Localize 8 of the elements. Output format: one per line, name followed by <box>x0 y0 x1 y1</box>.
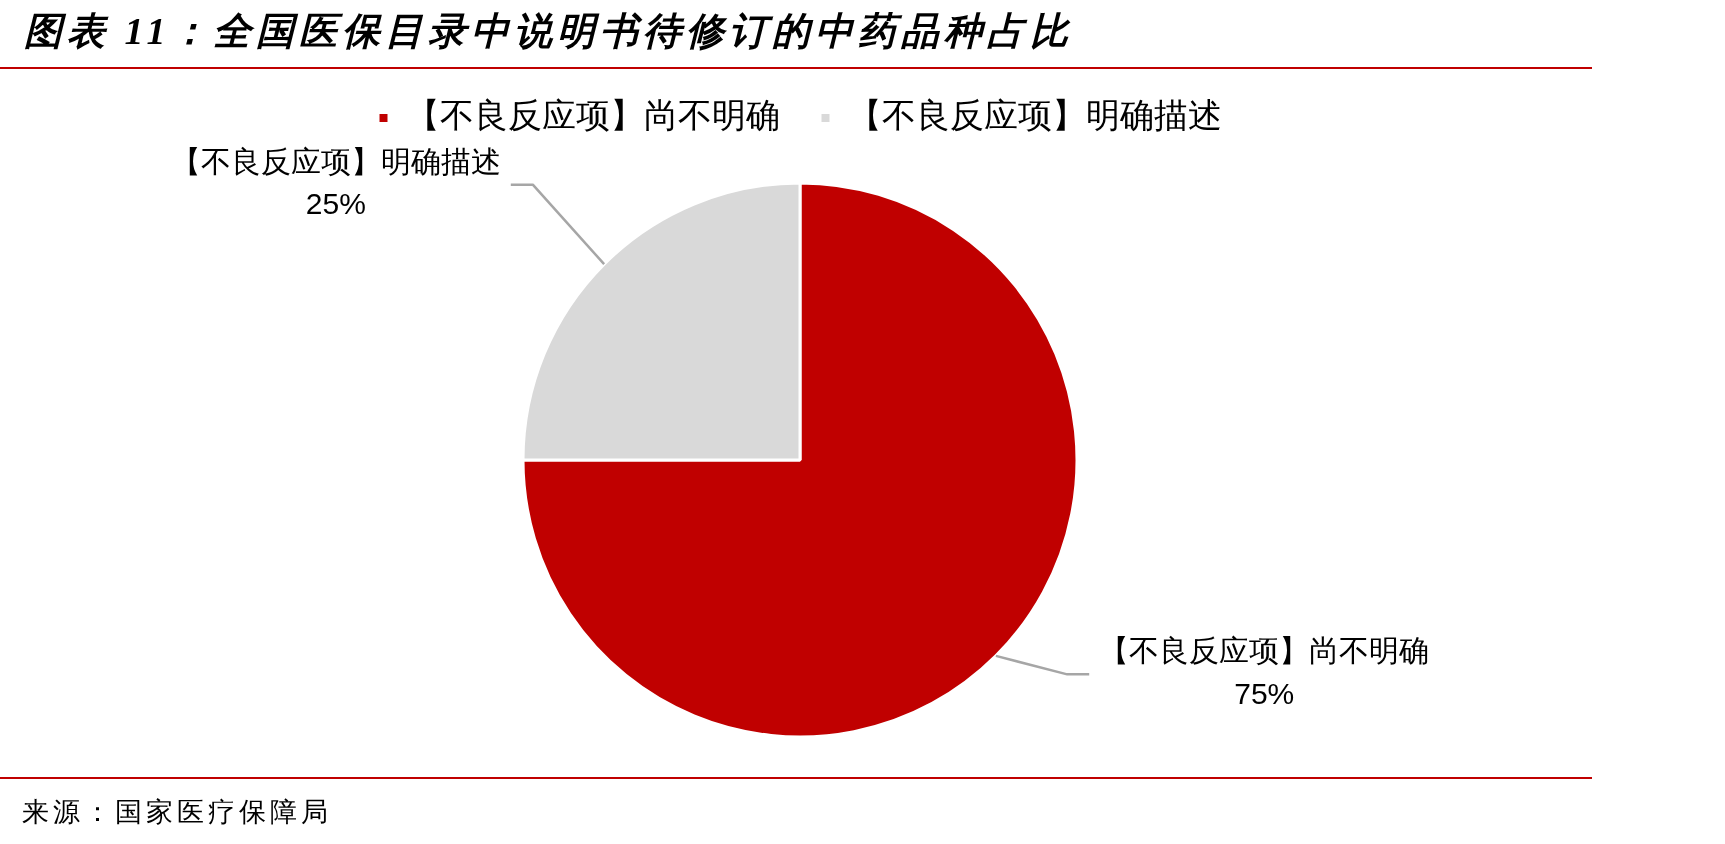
legend-label: 【不良反应项】尚不明确 <box>406 96 780 134</box>
data-label: 75% <box>1234 676 1295 710</box>
legend-label: 【不良反应项】明确描述 <box>848 96 1222 134</box>
slice-label: 【不良反应项】尚不明确 <box>1099 634 1430 668</box>
chart-title: 图表 11：全国医保目录中说明书待修订的中药品种占比 <box>24 9 1074 54</box>
source-note: 来源：国家医疗保障局 <box>22 796 332 829</box>
slice-label: 【不良反应项】明确描述 <box>170 144 501 178</box>
data-label: 25% <box>305 186 366 220</box>
